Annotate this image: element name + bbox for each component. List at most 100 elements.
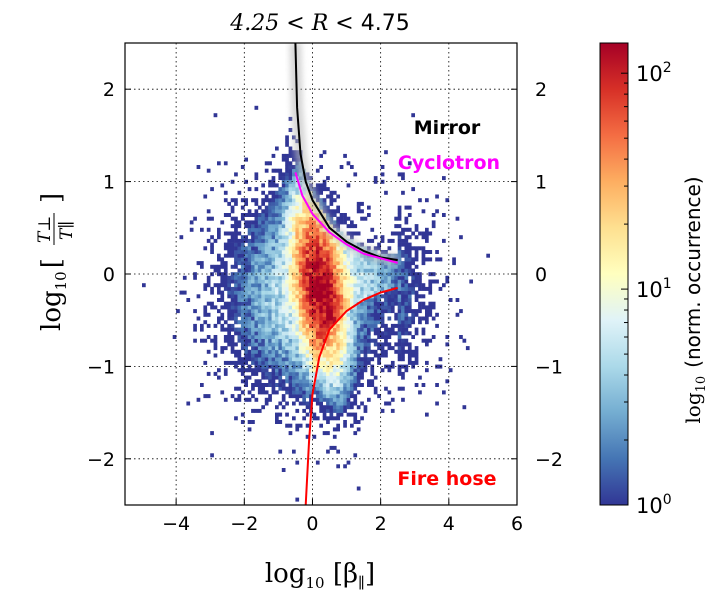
heatmap-cell: [237, 261, 242, 266]
heatmap-cell: [332, 261, 337, 266]
heatmap-cell: [377, 246, 381, 251]
heatmap-cell: [319, 368, 324, 373]
heatmap-cell: [353, 375, 358, 380]
heatmap-cell: [326, 335, 330, 339]
heatmap-cell: [462, 405, 467, 410]
heatmap-cell: [411, 316, 416, 321]
heatmap-cell: [407, 320, 412, 325]
heatmap-cell: [390, 364, 395, 369]
heatmap-cell: [275, 231, 279, 236]
heatmap-cell: [360, 338, 364, 343]
heatmap-cell: [220, 327, 225, 332]
heatmap-cell: [203, 283, 208, 288]
heatmap-cell: [278, 298, 283, 302]
heatmap-cell: [285, 357, 289, 362]
heatmap-cell: [343, 335, 347, 339]
heatmap-cell: [295, 250, 300, 254]
heatmap-cell: [332, 309, 337, 314]
heatmap-cell: [261, 264, 266, 269]
heatmap-cell: [390, 323, 395, 328]
heatmap-cell: [356, 364, 361, 369]
heatmap-cell: [425, 360, 429, 365]
heatmap-cell: [278, 312, 283, 317]
heatmap-cell: [285, 242, 289, 247]
heatmap-cell: [292, 305, 296, 310]
heatmap-cell: [261, 371, 266, 376]
heatmap-cell: [203, 312, 208, 317]
heatmap-cell: [254, 298, 259, 302]
heatmap-cell: [200, 227, 204, 232]
heatmap-cell: [421, 250, 426, 254]
heatmap-cell: [329, 264, 334, 269]
heatmap-cell: [322, 201, 327, 206]
heatmap-cell: [288, 394, 293, 399]
heatmap-cell: [264, 290, 269, 295]
heatmap-cell: [336, 349, 341, 354]
heatmap-cell: [370, 279, 375, 284]
heatmap-cell: [275, 323, 279, 328]
heatmap-cell: [339, 216, 344, 221]
heatmap-cell: [373, 283, 378, 288]
heatmap-cell: [244, 342, 249, 347]
heatmap-cell: [421, 316, 426, 321]
heatmap-cell: [356, 279, 361, 284]
heatmap-cell: [397, 309, 402, 314]
heatmap-cell: [295, 213, 300, 217]
heatmap-cell: [257, 335, 262, 339]
heatmap-cell: [268, 323, 272, 328]
heatmap-cell: [418, 275, 422, 280]
heatmap-cell: [264, 360, 269, 365]
heatmap-cell: [380, 235, 385, 240]
heatmap-cell: [397, 386, 402, 391]
heatmap-cell: [261, 305, 266, 310]
heatmap-cell: [240, 346, 245, 351]
heatmap-cell: [298, 268, 303, 273]
heatmap-cell: [210, 216, 214, 221]
heatmap-cell: [377, 316, 381, 321]
heatmap-cell: [264, 294, 269, 299]
heatmap-cell: [394, 231, 399, 236]
heatmap-cell: [319, 227, 324, 232]
heatmap-cell: [298, 320, 303, 325]
heatmap-cell: [322, 257, 327, 262]
heatmap-cell: [257, 224, 262, 229]
heatmap-cell: [397, 349, 402, 354]
heatmap-cell: [295, 335, 300, 339]
heatmap-cell: [445, 198, 450, 203]
heatmap-cell: [312, 235, 317, 240]
heatmap-cell: [322, 290, 327, 295]
heatmap-cell: [281, 176, 286, 181]
heatmap-cell: [373, 286, 378, 291]
heatmap-cell: [234, 286, 238, 291]
heatmap-cell: [247, 390, 252, 395]
heatmap-cell: [356, 323, 361, 328]
heatmap-cell: [264, 323, 269, 328]
heatmap-cell: [377, 305, 381, 310]
heatmap-cell: [302, 216, 307, 221]
heatmap-cell: [322, 250, 327, 254]
heatmap-cell: [329, 198, 334, 203]
heatmap-cell: [268, 268, 272, 273]
heatmap-cell: [240, 420, 245, 424]
heatmap-cell: [377, 272, 381, 277]
heatmap-cell: [237, 353, 242, 358]
heatmap-cell: [288, 201, 293, 206]
heatmap-cell: [237, 357, 242, 362]
heatmap-cell: [387, 238, 392, 243]
heatmap-cell: [401, 331, 405, 336]
heatmap-cell: [244, 220, 249, 225]
heatmap-cell: [336, 194, 341, 199]
heatmap-cell: [285, 235, 289, 240]
heatmap-cell: [237, 301, 242, 306]
heatmap-cell: [326, 357, 330, 362]
heatmap-cell: [319, 357, 324, 362]
heatmap-cell: [319, 353, 324, 358]
heatmap-cell: [353, 386, 358, 391]
heatmap-cell: [329, 368, 334, 373]
heatmap-cell: [418, 231, 422, 236]
heatmap-cell: [309, 216, 313, 221]
heatmap-cell: [336, 320, 341, 325]
heatmap-cell: [240, 261, 245, 266]
svg-text:log10[: log10[: [37, 258, 70, 331]
heatmap-cell: [411, 231, 416, 236]
